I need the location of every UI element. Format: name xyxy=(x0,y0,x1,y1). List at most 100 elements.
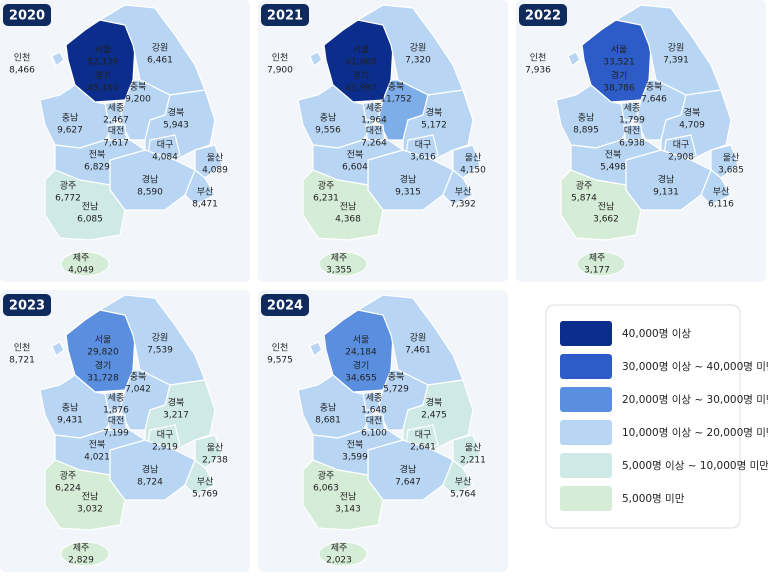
region xyxy=(104,102,123,121)
region-name: 전북 xyxy=(347,440,364,451)
region-name: 강원 xyxy=(152,333,169,344)
region-name: 대구 xyxy=(415,140,432,151)
region-name: 울산 xyxy=(207,153,224,164)
region-name: 서울 xyxy=(95,335,112,346)
region-value: 5,769 xyxy=(192,490,218,500)
region-name: 경기 xyxy=(611,70,628,82)
region-name: 대구 xyxy=(415,430,432,441)
region xyxy=(576,251,626,277)
region-value: 33,521 xyxy=(603,58,635,68)
region xyxy=(356,294,464,386)
region xyxy=(51,51,65,67)
region xyxy=(567,51,581,67)
legend-label: 40,000명 이상 xyxy=(622,328,691,340)
region-value: 4,089 xyxy=(202,166,228,176)
region-value: 7,392 xyxy=(450,200,476,210)
region xyxy=(614,4,722,96)
region-name: 세종 xyxy=(108,103,125,114)
region-name: 경남 xyxy=(400,464,417,476)
legend-swatch xyxy=(560,486,612,511)
legend-swatch xyxy=(560,354,612,379)
region-name: 서울 xyxy=(353,335,370,346)
region-value: 8,466 xyxy=(9,66,35,76)
region-name: 광주 xyxy=(60,470,77,482)
region-name: 서울 xyxy=(95,45,112,56)
year-badge xyxy=(261,294,309,316)
region-name: 인천 xyxy=(272,53,289,64)
region-name: 세종 xyxy=(366,103,383,114)
region-value: 9,131 xyxy=(653,188,679,198)
region-value: 31,728 xyxy=(87,374,119,384)
region-value: 24,184 xyxy=(345,348,377,358)
region-value: 8,681 xyxy=(315,416,341,426)
legend-swatch xyxy=(560,321,612,346)
region-value: 2,829 xyxy=(68,556,94,566)
region-name: 경남 xyxy=(400,174,417,186)
legend-swatch xyxy=(560,387,612,412)
region-value: 2,738 xyxy=(202,456,228,466)
region-value: 38,786 xyxy=(603,84,635,94)
region-name: 부산 xyxy=(197,477,214,488)
region-value: 3,177 xyxy=(584,266,610,276)
region-name: 광주 xyxy=(318,470,335,482)
region-name: 서울 xyxy=(611,45,628,56)
region-name: 대전 xyxy=(366,126,383,137)
region-name: 강원 xyxy=(152,43,169,54)
region-value: 6,772 xyxy=(55,194,81,204)
region-value: 7,617 xyxy=(103,139,129,149)
region-value: 7,391 xyxy=(663,56,689,66)
region-name: 울산 xyxy=(207,443,224,454)
region-name: 경북 xyxy=(168,107,185,119)
region xyxy=(560,169,642,241)
region-name: 경북 xyxy=(426,107,443,119)
region-name: 충북 xyxy=(130,82,147,93)
region-value: 2,211 xyxy=(460,456,486,466)
region-value: 7,539 xyxy=(147,346,173,356)
region-name: 대전 xyxy=(108,416,125,427)
region-name: 대구 xyxy=(157,430,174,441)
region-name: 충북 xyxy=(130,372,147,383)
region-value: 1,876 xyxy=(103,406,129,416)
region-value: 6,461 xyxy=(147,56,173,66)
region-name: 강원 xyxy=(410,333,427,344)
region-name: 충남 xyxy=(578,113,595,124)
region-name: 전남 xyxy=(340,492,357,503)
year-label: 2021 xyxy=(267,9,303,24)
region-name: 서울 xyxy=(353,45,370,56)
region-name: 전북 xyxy=(89,440,106,451)
region-name: 세종 xyxy=(366,393,383,404)
region-value: 7,900 xyxy=(267,66,293,76)
region-name: 경남 xyxy=(658,174,675,186)
map-panel: 서울 41,868 인천 7,900 경기 41,997 강원 7,320 충북 11,752세종… xyxy=(258,0,508,282)
region-value: 9,575 xyxy=(267,356,293,366)
legend-label: 5,000명 이상 ~ 10,000명 미만 xyxy=(622,460,768,472)
region xyxy=(44,459,126,531)
region xyxy=(620,102,639,121)
region-name: 광주 xyxy=(576,180,593,192)
year-label: 2022 xyxy=(525,9,561,24)
region-name: 경남 xyxy=(142,174,159,186)
region-name: 세종 xyxy=(624,103,641,114)
region-name: 충남 xyxy=(62,403,79,414)
region-name: 제주 xyxy=(331,543,348,554)
region-value: 3,599 xyxy=(342,453,368,463)
region-value: 4,150 xyxy=(460,166,486,176)
region xyxy=(302,169,384,241)
region-name: 경기 xyxy=(353,70,370,82)
region-name: 제주 xyxy=(73,543,90,554)
region-value: 2,919 xyxy=(152,443,178,453)
region-name: 강원 xyxy=(668,43,685,54)
region-name: 경북 xyxy=(168,397,185,409)
region-value: 7,936 xyxy=(525,66,551,76)
region-name: 경기 xyxy=(95,70,112,82)
region-value: 9,627 xyxy=(57,126,83,136)
region-value: 7,264 xyxy=(361,139,387,149)
region xyxy=(452,434,481,469)
region-value: 9,556 xyxy=(315,126,341,136)
region-value: 3,662 xyxy=(593,215,619,225)
region xyxy=(98,4,206,96)
region-name: 인천 xyxy=(530,53,547,64)
region-name: 경남 xyxy=(142,464,159,476)
